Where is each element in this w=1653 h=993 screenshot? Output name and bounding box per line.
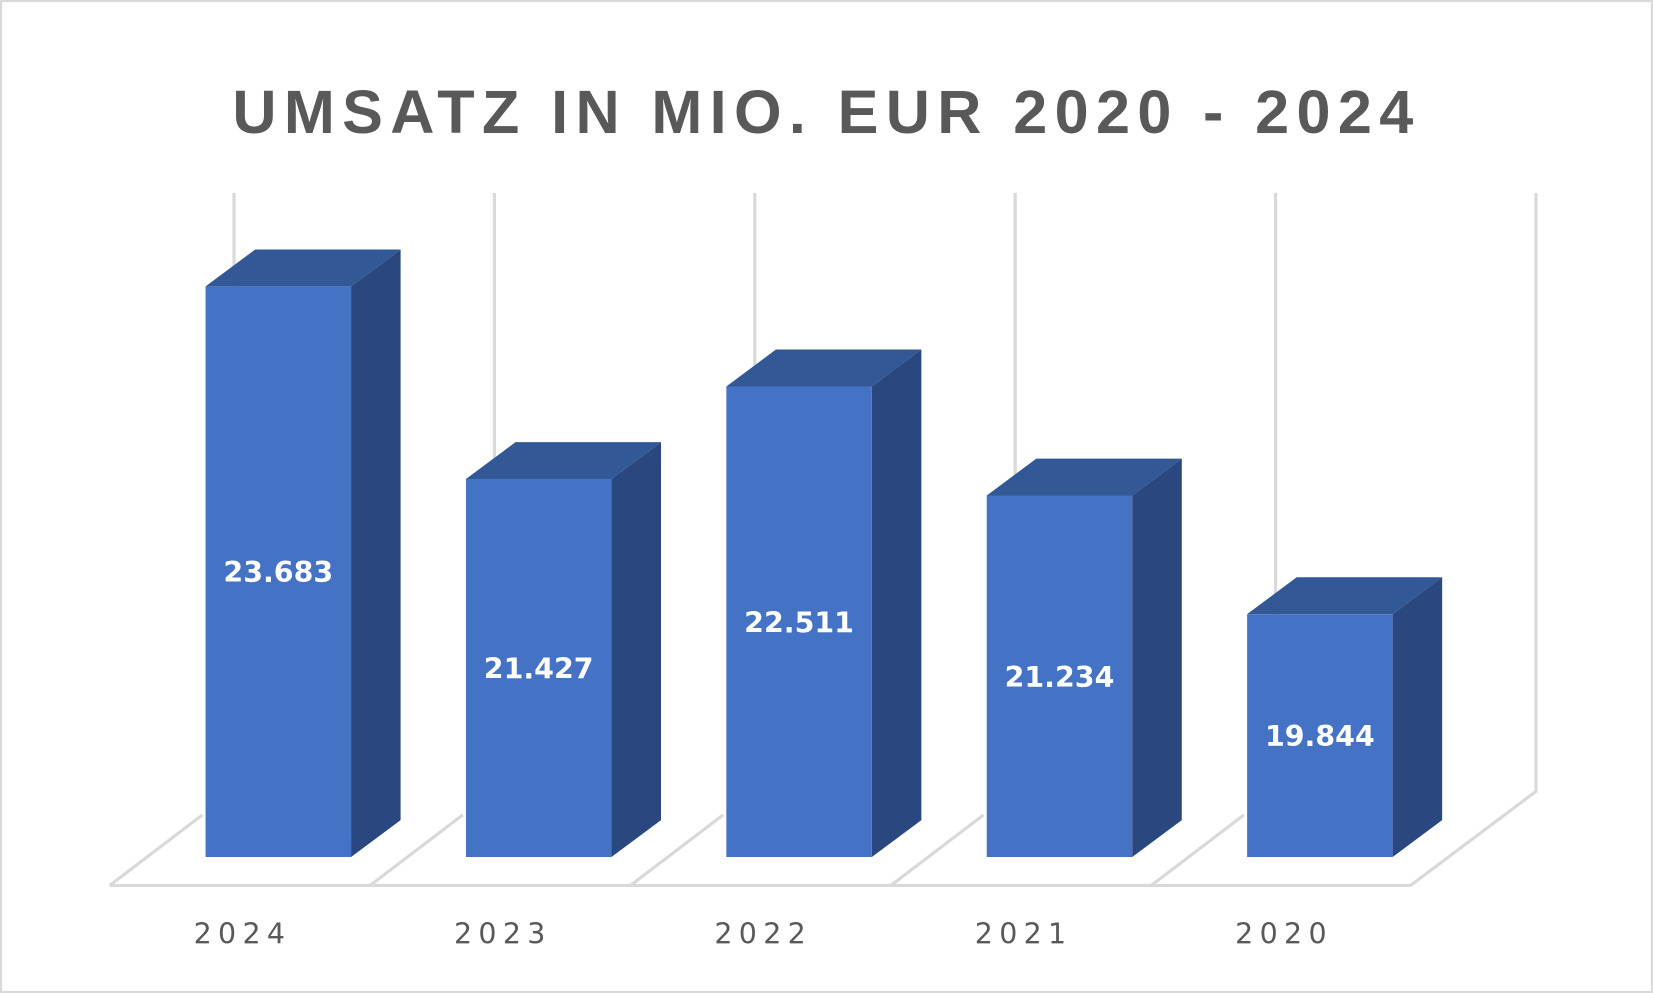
category-label: 2022 — [714, 917, 812, 950]
category-label: 2023 — [454, 917, 552, 950]
bar-top — [1247, 577, 1443, 615]
bar-2020: 19.844 — [1247, 577, 1443, 858]
bar-2023: 21.427 — [465, 442, 661, 858]
data-label: 21.427 — [484, 653, 594, 686]
bar-front — [986, 495, 1133, 858]
data-label: 22.511 — [744, 606, 854, 639]
bar-side — [871, 349, 922, 858]
chart-floor — [108, 789, 1538, 888]
bar-front — [1247, 614, 1393, 858]
bar-top — [986, 458, 1182, 496]
bar-side — [1132, 458, 1182, 858]
category-label: 2021 — [975, 917, 1073, 950]
floor-divider — [889, 813, 985, 887]
bar-side — [1392, 577, 1443, 858]
bar-front — [205, 286, 352, 858]
bar-top — [465, 442, 661, 480]
chart-title: UMSATZ IN MIO. EUR 2020 - 2024 — [232, 78, 1420, 146]
bar-front — [465, 479, 612, 858]
data-label: 19.844 — [1265, 720, 1375, 753]
floor-divider — [1150, 813, 1245, 887]
bar-front — [726, 386, 872, 858]
bar-2024: 23.683 — [205, 249, 401, 858]
bars: 23.683 21.427 22.511 21.234 19.844 — [205, 249, 1443, 858]
data-label: 23.683 — [223, 556, 333, 589]
floor-right-edge — [1409, 789, 1538, 887]
bar-side — [611, 442, 661, 858]
category-label: 2020 — [1235, 917, 1333, 950]
floor-divider — [629, 813, 725, 887]
bar-top — [726, 349, 922, 387]
bar-side — [351, 249, 401, 858]
category-axis: 2024 2023 2022 2021 2020 — [194, 917, 1333, 950]
bar-top — [205, 249, 401, 287]
data-label: 21.234 — [1005, 661, 1115, 694]
bar-2022: 22.511 — [726, 349, 922, 858]
floor-divider — [108, 813, 204, 887]
floor-divider — [369, 813, 464, 887]
bar-2021: 21.234 — [986, 458, 1182, 858]
category-label: 2024 — [194, 917, 292, 950]
